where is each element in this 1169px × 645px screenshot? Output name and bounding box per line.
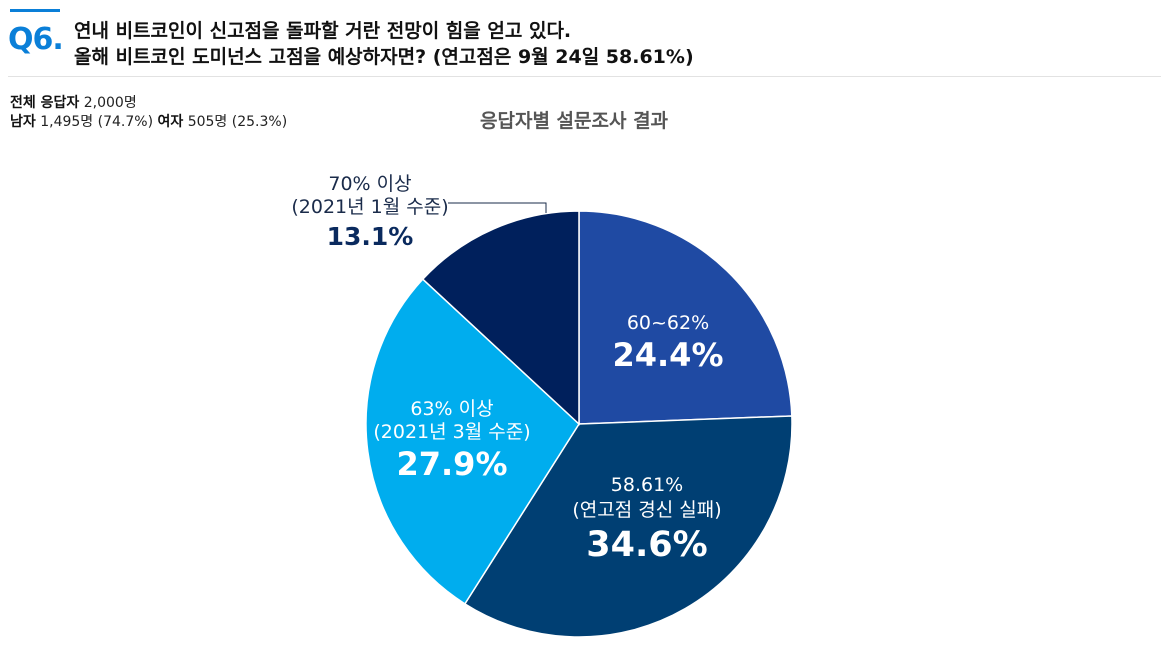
question-accent-bar [10,9,60,12]
female-label: 여자 [157,114,184,130]
question-text: 연내 비트코인이 신고점을 돌파할 거란 전망이 힘을 얻고 있다. 올해 비트… [74,18,694,70]
chart-title: 응답자별 설문조사 결과 [480,110,669,132]
slice-value-s3: 27.9% [396,445,507,483]
slice-label-s3-line-1: 63% 이상 [410,398,493,420]
total-value: 2,000명 [83,95,137,111]
pie-slice-s1 [578,210,793,425]
female-value: 505명 (25.3%) [187,114,288,130]
slice-label-s2-line-1: 58.61% [611,474,683,496]
slice-label-s4-line-2: (2021년 1월 수준) [291,196,448,218]
pie-slice-s4 [421,210,580,426]
pie-slice-s2 [463,415,793,638]
question-line-2: 올해 비트코인 도미넌스 고점을 예상하자면? (연고점은 9월 24일 58.… [74,46,694,68]
pie-slice-s3 [365,278,580,605]
leader-line-s4 [448,202,547,213]
slice-value-s1: 24.4% [612,336,723,374]
slice-label-s2-line-2: (연고점 경신 실패) [572,499,721,521]
male-label: 남자 [10,114,36,130]
question-number: Q6. [8,22,64,57]
male-value: 1,495명 (74.7%) [40,114,154,130]
header-divider [8,76,1161,77]
slice-value-s2: 34.6% [586,525,707,565]
respondent-stats: 전체 응답자 2,000명 남자 1,495명 (74.7%) 여자 505명 … [10,94,287,132]
total-label: 전체 응답자 [10,95,80,111]
slice-label-s3-line-2: (2021년 3월 수준) [373,421,530,443]
slice-label-s1-line-1: 60~62% [627,312,709,334]
stats-gender-row: 남자 1,495명 (74.7%) 여자 505명 (25.3%) [10,113,287,132]
stats-total-row: 전체 응답자 2,000명 [10,94,287,113]
question-line-1: 연내 비트코인이 신고점을 돌파할 거란 전망이 힘을 얻고 있다. [74,20,572,42]
slice-label-s4-line-1: 70% 이상 [328,173,411,195]
slice-value-s4: 13.1% [327,222,414,251]
